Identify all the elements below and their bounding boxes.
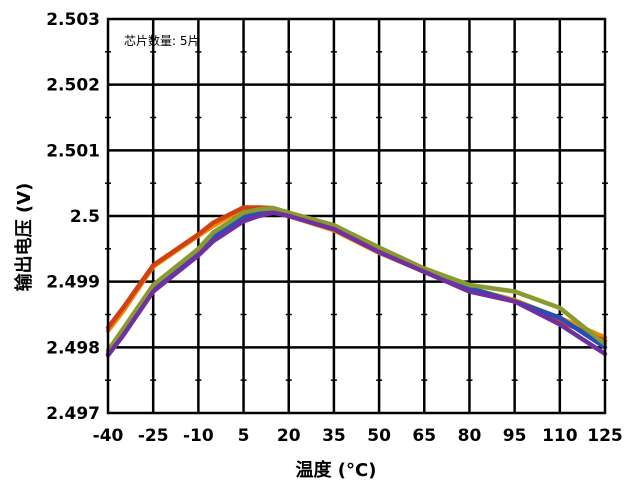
series-lines: [105, 205, 608, 358]
x-tick-label: -40: [93, 426, 124, 446]
y-tick-label: 2.499: [46, 273, 100, 293]
y-tick-label: 2.497: [46, 404, 100, 424]
y-tick-label: 2.5: [70, 207, 100, 227]
x-tick-label: 80: [458, 426, 482, 446]
x-tick-label: 35: [322, 426, 346, 446]
series-line-2: [105, 205, 608, 344]
series-line-4: [105, 205, 608, 353]
y-tick-label: 2.498: [46, 338, 100, 358]
grid: [105, 19, 608, 413]
y-tick-label: 2.501: [46, 141, 100, 161]
y-tick-label: 2.502: [46, 76, 100, 96]
plot-frame: [106, 17, 607, 415]
x-tick-label: 50: [367, 426, 391, 446]
series-line-1: [105, 205, 608, 340]
x-axis-label: 温度 (°C): [296, 459, 377, 481]
x-tick-label: 20: [277, 426, 301, 446]
x-tick-label: 95: [503, 426, 527, 446]
x-tick-label: 110: [542, 426, 578, 446]
x-tick-label: 5: [238, 426, 250, 446]
chip-count-annotation: 芯片数量: 5片: [124, 33, 200, 48]
x-tick-label: 65: [412, 426, 436, 446]
x-tick-label: -25: [138, 426, 169, 446]
x-tick-label: -10: [183, 426, 214, 446]
y-tick-label: 2.503: [46, 10, 100, 30]
series-line-5: [105, 210, 608, 358]
x-tick-label: 125: [587, 426, 623, 446]
y-axis-label: 输出电压 (V): [13, 183, 35, 292]
tick-labels: -40 -25 -10 5 20 35 50 65 80 95 110 125 2.503 2.502 2.…: [46, 10, 623, 446]
